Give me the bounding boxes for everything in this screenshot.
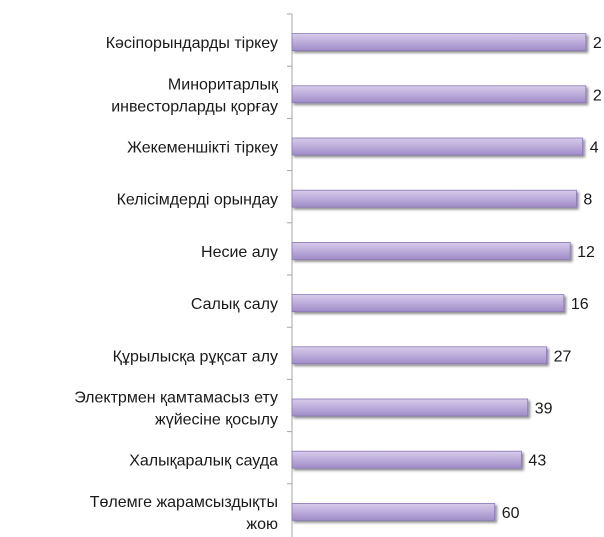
category-label: Кәсіпорындарды тіркеу — [106, 35, 278, 52]
data-label: 39 — [535, 401, 553, 418]
category-label-line: Несие алу — [201, 244, 278, 261]
category-label: Халықаралық сауда — [129, 453, 278, 470]
bar — [291, 450, 522, 469]
label-layer: 2 Кәсіпорындарды тіркеу 2 Миноритарлық инвес… — [74, 35, 602, 533]
bar-layer — [291, 33, 587, 521]
category-label-line: Электрмен қамтамасыз ету — [74, 390, 278, 407]
data-label: 2 — [593, 35, 602, 52]
bar — [291, 346, 547, 365]
category-label: Жекеменшікті тіркеу — [127, 140, 278, 157]
bar — [291, 241, 571, 260]
data-label: 2 — [593, 87, 602, 104]
category-label: Миноритарлық инвесторларды қорғау — [111, 76, 279, 115]
bar — [291, 33, 587, 51]
category-label-line: Миноритарлық — [168, 76, 279, 93]
axis-layer — [287, 13, 293, 537]
category-label: Құрылысқа рұқсат алу — [113, 348, 278, 365]
category-label-line: Құрылысқа рұқсат алу — [113, 348, 278, 365]
bar — [291, 189, 577, 208]
category-label-line: жою — [246, 516, 278, 533]
data-label: 60 — [502, 505, 520, 522]
category-label-line: Төлемге жарамсыздықты — [90, 494, 278, 511]
category-label: Төлемге жарамсыздықты жою — [90, 494, 278, 533]
bar — [291, 294, 565, 313]
category-label: Салық салу — [191, 296, 278, 313]
data-label: 12 — [577, 244, 595, 261]
category-label-line: жүйесіне қосылу — [155, 412, 278, 429]
data-label: 4 — [590, 140, 599, 157]
category-label-line: Жекеменшікті тіркеу — [127, 140, 278, 157]
data-label: 8 — [583, 192, 592, 209]
bar — [291, 398, 529, 417]
category-label-line: Халықаралық сауда — [129, 453, 278, 470]
data-label: 43 — [528, 453, 546, 470]
data-label: 16 — [571, 296, 589, 313]
category-label-line: Кәсіпорындарды тіркеу — [106, 35, 278, 52]
category-label: Келісімдерді орындау — [117, 192, 278, 209]
category-label: Электрмен қамтамасыз ету жүйесіне қосылу — [74, 390, 278, 429]
bar — [291, 502, 496, 521]
bar — [291, 137, 584, 156]
category-label-line: инвесторларды қорғау — [111, 98, 278, 115]
data-label: 27 — [554, 348, 572, 365]
category-label-line: Салық салу — [191, 296, 278, 313]
category-label: Несие алу — [201, 244, 278, 261]
bar — [291, 85, 587, 104]
category-label-line: Келісімдерді орындау — [117, 192, 278, 209]
